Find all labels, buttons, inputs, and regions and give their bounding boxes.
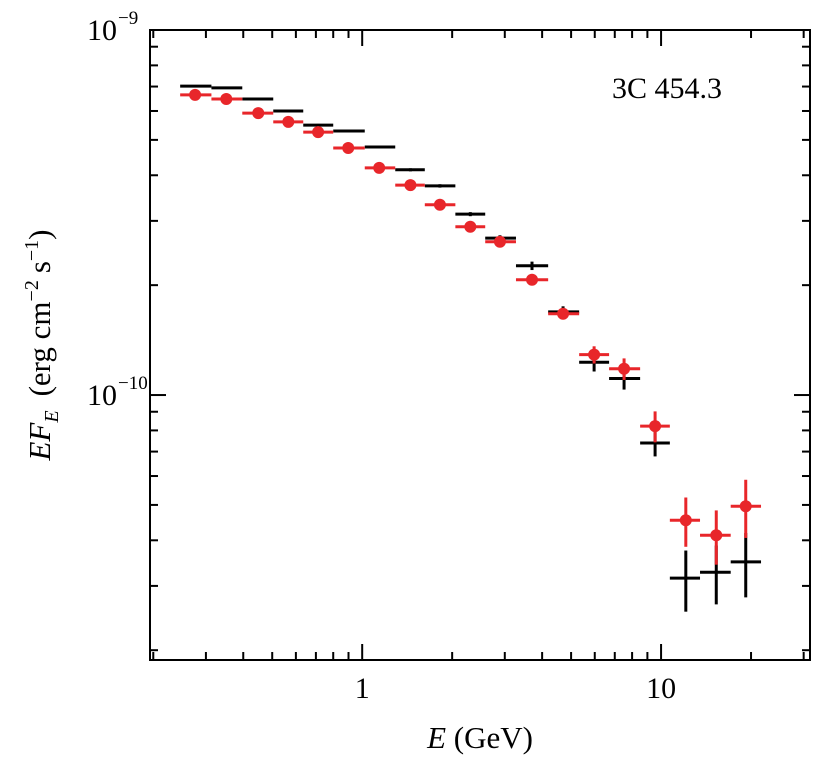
annotation: 3C 454.3: [612, 72, 722, 105]
data-point: [679, 514, 692, 527]
data-point: [739, 500, 752, 513]
x-axis-label-var: E: [426, 720, 446, 755]
data-point: [220, 93, 233, 106]
plot-frame: [149, 29, 811, 661]
data-point: [557, 307, 570, 320]
y-axis-label-close: ): [22, 229, 57, 239]
y-axis-label-exp1: −2: [21, 280, 43, 301]
data-point: [433, 198, 446, 211]
y-axis-label-sub: E: [41, 410, 63, 423]
data-point: [404, 179, 417, 192]
data-point: [189, 88, 202, 101]
y-tick-label: 10: [87, 14, 117, 47]
y-axis-label-unit2: s: [22, 261, 57, 273]
y-tick-exponent: −9: [118, 8, 138, 29]
data-point: [649, 420, 662, 433]
x-tick-label: 1: [355, 672, 370, 705]
data-point: [493, 235, 506, 248]
x-axis-label-unit: (GeV): [454, 720, 533, 755]
data-point: [282, 115, 295, 128]
data-point: [618, 362, 631, 375]
data-point: [342, 142, 355, 155]
data-point: [464, 220, 477, 233]
y-axis-label: EFE (erg cm−2 s−1): [21, 229, 63, 461]
data-point: [588, 348, 601, 361]
y-axis-label-exp2: −1: [21, 240, 43, 261]
data-point: [252, 107, 265, 120]
data-point: [526, 273, 539, 286]
y-axis-label-unit: (erg cm: [22, 301, 57, 396]
x-axis-label: E (GeV): [426, 720, 533, 755]
data-point: [373, 161, 386, 174]
y-axis-label-var: EF: [22, 422, 57, 462]
x-tick-label: 10: [646, 672, 676, 705]
y-tick-exponent: −10: [118, 373, 148, 394]
data-point: [312, 126, 325, 139]
data-point: [710, 529, 723, 542]
y-tick-label: 10: [87, 379, 117, 412]
